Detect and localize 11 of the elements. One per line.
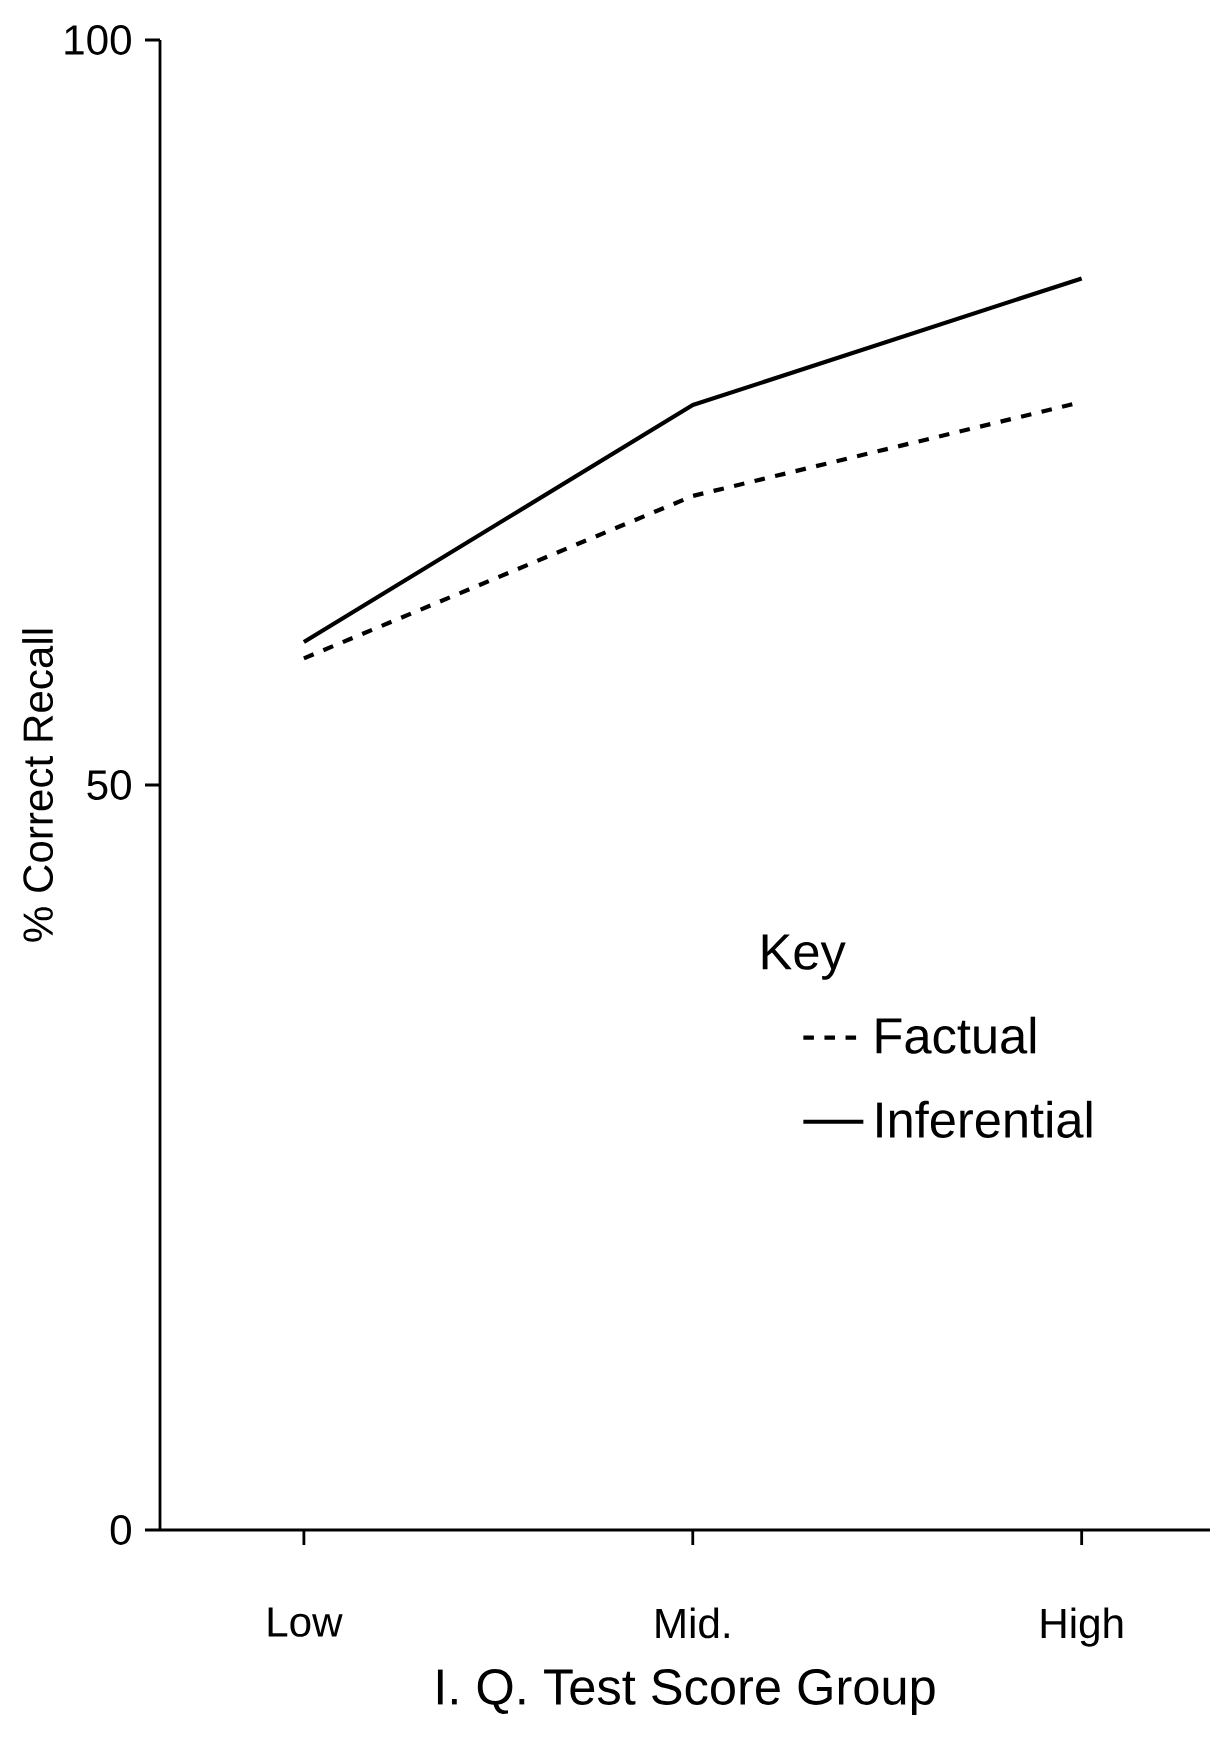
legend-label: Factual: [876, 1016, 1036, 1054]
y-axis-title: % Correct Recall: [22, 629, 54, 942]
x-tick-label: Mid.: [656, 1607, 729, 1639]
legend-title: Key: [762, 934, 846, 980]
y-tick-label: 100: [65, 25, 131, 55]
x-axis-title: I. Q. Test Score Group: [437, 1669, 935, 1715]
y-tick-label: 0: [110, 1515, 131, 1545]
y-tick-label: 50: [87, 770, 131, 800]
x-tick-label: High: [1041, 1607, 1123, 1647]
legend-label: Inferential: [877, 1100, 1092, 1138]
x-tick-label: Low: [268, 1607, 343, 1637]
